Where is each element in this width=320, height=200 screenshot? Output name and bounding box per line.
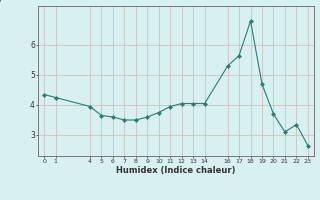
Text: 7: 7: [0, 0, 3, 4]
X-axis label: Humidex (Indice chaleur): Humidex (Indice chaleur): [116, 166, 236, 175]
